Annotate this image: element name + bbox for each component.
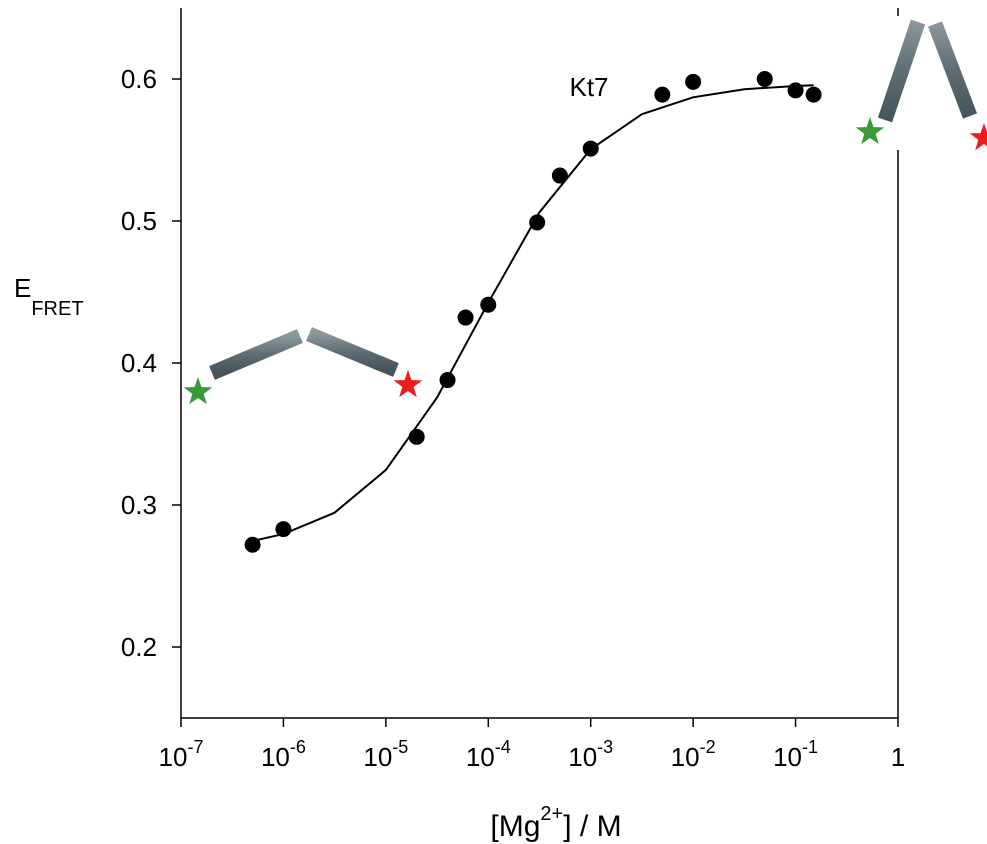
bent-molecule-closed bbox=[855, 19, 987, 151]
x-tick-label: 10-1 bbox=[773, 737, 818, 772]
acceptor-star bbox=[393, 370, 423, 398]
data-point bbox=[244, 536, 261, 553]
annotation: Kt7 bbox=[569, 72, 608, 102]
x-tick-label: 10-4 bbox=[466, 737, 511, 772]
data-point bbox=[408, 428, 425, 445]
x-tick-label: 10-3 bbox=[568, 737, 613, 772]
fit-line bbox=[252, 84, 814, 542]
data-point bbox=[756, 71, 773, 87]
y-axis-label: EFRET bbox=[14, 273, 84, 320]
y-tick-label: 0.6 bbox=[121, 64, 157, 94]
data-point bbox=[582, 140, 599, 157]
bent-molecule-open bbox=[183, 327, 423, 405]
donor-star bbox=[183, 377, 213, 405]
y-tick-label: 0.5 bbox=[121, 206, 157, 236]
data-point bbox=[551, 167, 568, 184]
acceptor-star bbox=[969, 123, 987, 151]
data-point bbox=[529, 214, 546, 231]
x-tick-label: 10-2 bbox=[671, 737, 716, 772]
data-point bbox=[457, 309, 474, 326]
x-tick-label: 10-5 bbox=[363, 737, 408, 772]
y-tick-label: 0.2 bbox=[121, 632, 157, 662]
data-point bbox=[787, 82, 804, 99]
y-tick-label: 0.3 bbox=[121, 490, 157, 520]
data-point bbox=[685, 73, 702, 90]
data-point bbox=[654, 86, 671, 103]
x-tick-label: 10-7 bbox=[159, 737, 204, 772]
donor-star bbox=[855, 117, 885, 145]
data-point bbox=[439, 372, 456, 389]
y-tick-label: 0.4 bbox=[121, 348, 157, 378]
data-point bbox=[275, 521, 292, 538]
x-axis-label: [Mg2+] / M bbox=[490, 803, 621, 843]
data-point bbox=[805, 86, 822, 103]
x-tick-label: 1 bbox=[891, 742, 905, 772]
data-point bbox=[480, 296, 497, 313]
x-tick-label: 10-6 bbox=[261, 737, 306, 772]
